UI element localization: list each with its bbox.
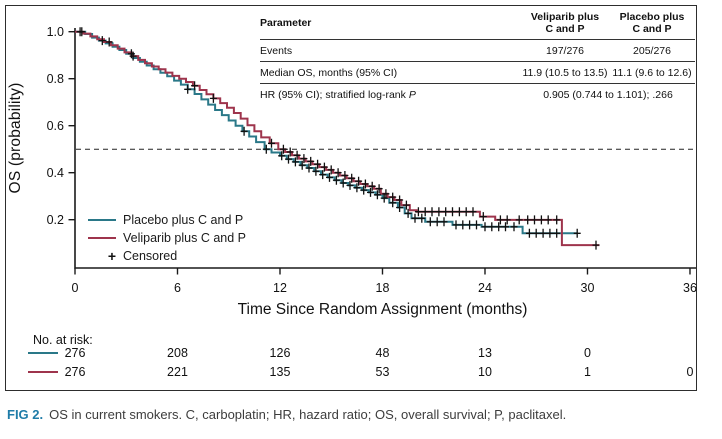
x-tick-label: 6 [174,281,181,295]
y-tick-label: 0.6 [47,119,64,133]
risk-row-swatch-placebo [28,351,58,355]
risk-count: 221 [167,364,188,379]
legend-swatch-veliparib [88,236,116,240]
y-tick-label: 0.4 [47,166,64,180]
stats-header-placebo: Placebo plus C and P [619,10,685,35]
legend-item-censored: + Censored [88,247,246,265]
stats-header-veliparib: Veliparib plus C and P [530,10,600,35]
risk-count: 208 [167,345,188,360]
risk-table-title: No. at risk: [33,333,93,347]
x-tick-label: 24 [478,281,492,295]
stats-row-events: Events 197/276 205/276 [260,40,695,62]
x-tick-label: 0 [72,281,79,295]
figure-border-box [5,5,697,391]
risk-count: 10 [478,364,492,379]
stats-table: Parameter Veliparib plus C and P Placebo… [260,10,695,106]
risk-count: 1 [584,364,591,379]
x-tick-label: 18 [376,281,390,295]
legend-swatch-placebo [88,218,116,222]
risk-count: 0 [584,345,591,360]
chart-legend: Placebo plus C and P Veliparib plus C an… [88,211,246,265]
y-tick-label: 0.8 [47,72,64,86]
figure-caption: FIG 2. OS in current smokers. C, carbopla… [7,407,719,422]
censor-marks-veliparib [78,27,600,250]
risk-count: 126 [269,345,291,360]
x-tick-label: 12 [273,281,287,295]
risk-count: 48 [375,345,390,360]
y-tick-label: 1.0 [47,25,64,39]
stats-header-parameter: Parameter [260,17,312,29]
risk-count: 276 [64,364,86,379]
risk-count: 135 [269,364,291,379]
figure-caption-label: FIG 2. [7,407,44,422]
stats-table-header: Parameter Veliparib plus C and P Placebo… [260,10,695,40]
x-tick-label: 36 [683,281,697,295]
legend-item-placebo: Placebo plus C and P [88,211,246,229]
survival-curve-veliparib [75,30,600,247]
stats-row-hazard-ratio: HR (95% CI); stratified log-rank P 0.905 … [260,89,673,101]
risk-count: 13 [478,345,492,360]
y-axis-title: OS (probability) [7,82,24,194]
risk-count: 276 [64,345,86,360]
x-axis-title: Time Since Random Assignment (months) [237,301,528,318]
legend-item-veliparib: Veliparib plus C and P [88,229,246,247]
risk-count: 0 [686,364,694,379]
y-tick-label: 0.2 [47,213,64,227]
risk-row-swatch-veliparib [28,370,58,374]
stats-row-median-os: Median OS, months (95% CI) 11.9 (10.5 to… [260,62,695,84]
figure-caption-text: OS in current smokers. C, carboplatin; H… [49,407,567,422]
x-tick-label: 30 [581,281,595,295]
risk-count: 53 [375,364,390,379]
censored-plus-icon: + [107,248,116,264]
